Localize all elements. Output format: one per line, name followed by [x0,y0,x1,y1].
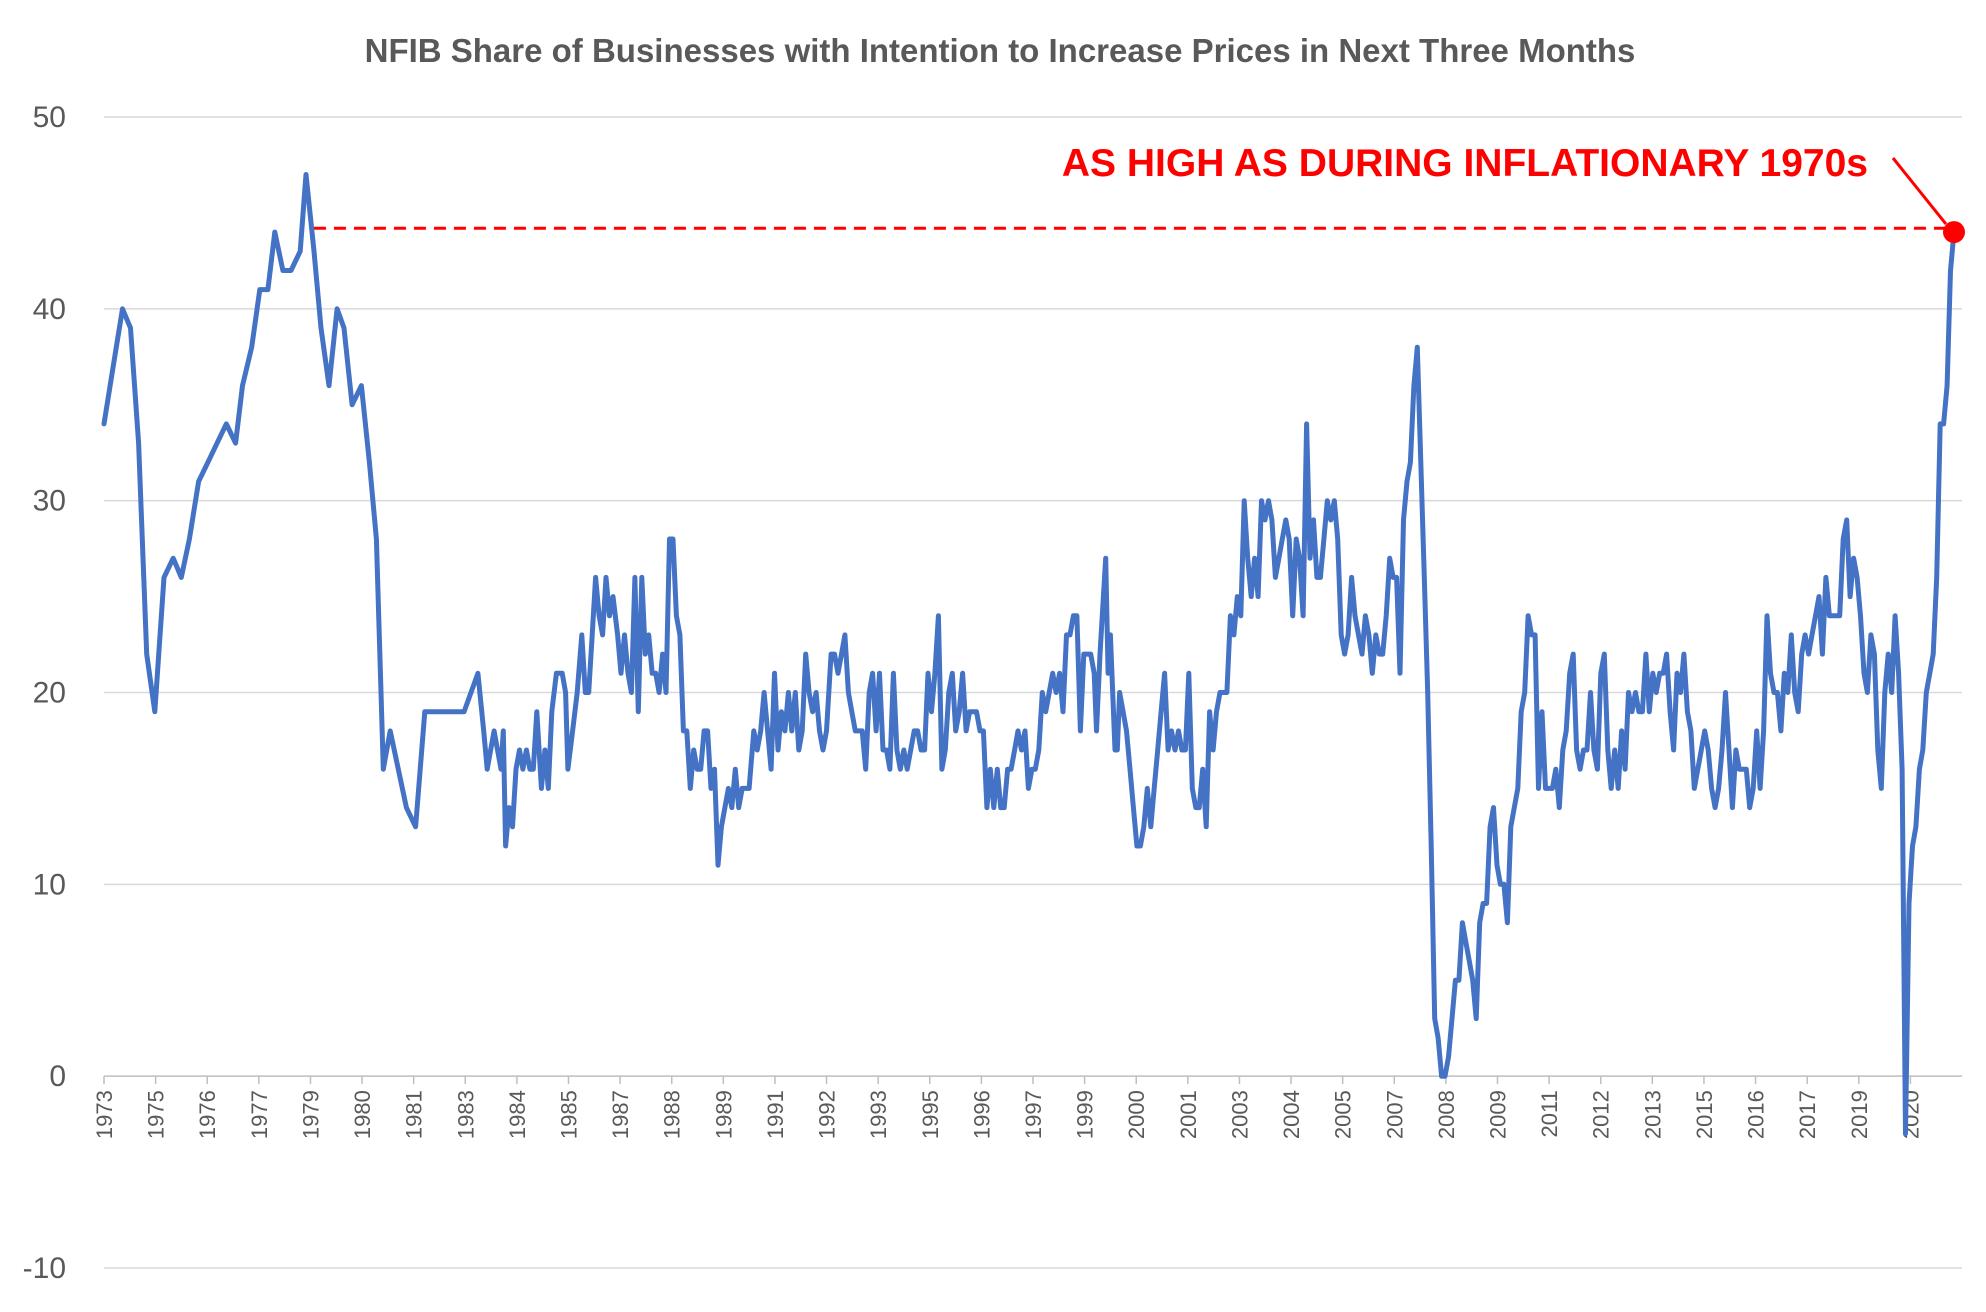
x-tick-label: 2016 [1744,1090,1769,1139]
x-tick-label: 1993 [866,1090,891,1139]
x-tick-label: 2003 [1227,1090,1252,1139]
y-tick-label: 10 [33,868,66,901]
series-line [101,172,1957,1137]
x-tick-label: 2015 [1692,1090,1717,1139]
y-tick-label: 40 [33,293,66,326]
x-tick-label: 1987 [608,1090,633,1139]
x-tick-label: 2007 [1382,1090,1407,1139]
x-tick-label: 1979 [298,1090,323,1139]
x-tick-label: 1989 [711,1090,736,1139]
y-axis-ticks: -10 0 10 20 30 40 50 [23,101,66,1285]
chart-title: NFIB Share of Businesses with Intention … [365,32,1636,69]
x-tick-label: 2011 [1537,1090,1562,1137]
x-tick-label: 2004 [1279,1090,1304,1139]
x-axis-ticks: 1973 1975 1976 1977 1979 1980 1981 1983 1984 1985… [92,1076,1923,1139]
x-tick-label: 1975 [144,1090,169,1139]
x-tick-label: 2000 [1124,1090,1149,1139]
x-tick-label: 1996 [969,1090,994,1139]
x-tick-label: 1980 [350,1090,375,1139]
y-tick-label: -10 [23,1252,66,1285]
y-tick-label: 0 [49,1060,66,1093]
x-tick-label: 1991 [763,1090,788,1139]
y-tick-label: 30 [33,485,66,518]
x-tick-label: 1973 [92,1090,117,1139]
x-tick-label: 2012 [1589,1090,1614,1139]
x-tick-label: 1995 [918,1090,943,1139]
annotation-text: AS HIGH AS DURING INFLATIONARY 1970s [1062,142,1868,185]
x-tick-label: 1983 [453,1090,478,1139]
x-tick-label: 2001 [1176,1090,1201,1139]
x-tick-label: 1981 [402,1090,427,1139]
x-tick-label: 1997 [1021,1090,1046,1139]
x-tick-label: 1985 [557,1090,582,1139]
x-tick-label: 1992 [815,1090,840,1139]
x-tick-label: 2009 [1486,1090,1511,1139]
x-tick-label: 2017 [1795,1090,1820,1139]
x-tick-label: 2019 [1847,1090,1872,1139]
y-tick-label: 50 [33,101,66,134]
annotation-arrow [1891,157,1948,226]
x-tick-label: 1977 [247,1090,272,1139]
y-tick-label: 20 [33,677,66,710]
x-tick-label: 1988 [660,1090,685,1139]
x-tick-label: 2013 [1640,1090,1665,1139]
annotation-marker [1943,221,1965,244]
x-tick-label: 2008 [1434,1090,1459,1139]
x-tick-label: 1976 [195,1090,220,1139]
x-tick-label: 1984 [505,1090,530,1139]
x-tick-label: 1999 [1073,1090,1098,1139]
x-tick-label: 2020 [1898,1090,1923,1139]
x-tick-label: 2005 [1331,1090,1356,1139]
